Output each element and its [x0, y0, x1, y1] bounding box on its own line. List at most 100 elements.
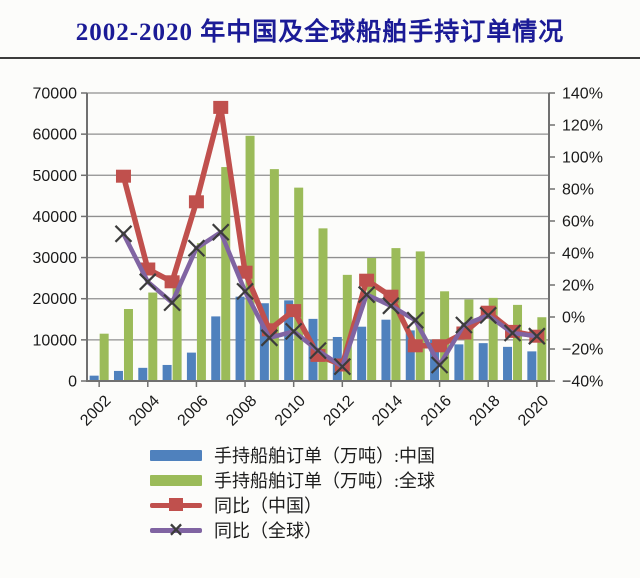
bar-china-2010	[284, 300, 294, 381]
bar-global-2020	[537, 317, 547, 381]
marker-yoy-china-2016	[432, 339, 448, 353]
bar-china-2015	[405, 330, 415, 381]
marker-yoy-global-2009	[260, 329, 279, 347]
right-axis-label: 20%	[562, 278, 594, 295]
right-axis-label: 60%	[562, 214, 594, 231]
bar-global-2010	[294, 187, 304, 381]
chart-legend: 手持船舶订单（万吨）:中国 手持船舶订单（万吨）:全球 同比（中国） × 同比（…	[150, 443, 435, 542]
bar-global-2011	[318, 228, 328, 381]
right-axis-label: −40%	[562, 374, 603, 391]
bar-china-2008	[235, 296, 245, 381]
bar-global-2013	[367, 257, 377, 381]
legend-swatch-china-bar	[150, 443, 202, 467]
left-axis-label: 50000	[33, 168, 78, 185]
bar-china-2004	[138, 367, 148, 381]
bar-swatch-icon	[150, 449, 202, 461]
left-axis-label: 40000	[33, 209, 78, 226]
right-axis-label: 40%	[562, 246, 594, 263]
marker-yoy-global-2010	[284, 322, 303, 341]
legend-label: 同比（全球）	[214, 521, 322, 541]
x-axis-label: 2010	[272, 392, 309, 429]
legend-label: 手持船舶订单（万吨）:中国	[214, 446, 435, 466]
bar-global-2006	[196, 243, 206, 381]
bar-swatch-icon	[150, 474, 202, 486]
bar-china-2018	[478, 343, 488, 381]
left-axis-label: 20000	[33, 291, 78, 308]
legend-swatch-china-line	[150, 493, 202, 517]
x-axis-label: 2008	[223, 392, 260, 429]
bar-china-2020	[527, 351, 537, 381]
marker-yoy-global-2014	[382, 297, 400, 315]
bar-global-2004	[148, 292, 158, 381]
marker-yoy-global-2003	[114, 225, 133, 243]
bar-global-2002	[99, 333, 109, 381]
right-axis-label: 140%	[562, 86, 603, 103]
title-divider	[0, 57, 640, 59]
bar-global-2008	[245, 135, 255, 381]
bar-global-2003	[123, 309, 133, 381]
marker-yoy-global-2018	[479, 306, 497, 325]
legend-item-china-bars: 手持船舶订单（万吨）:中国	[150, 443, 435, 467]
x-axis-label: 2018	[466, 392, 503, 429]
bar-china-2019	[503, 346, 513, 381]
marker-yoy-global-2013	[357, 285, 376, 304]
marker-yoy-china-2003	[115, 169, 131, 183]
legend-item-global-yoy: × 同比（全球）	[150, 518, 435, 542]
x-axis-label: 2020	[515, 392, 552, 429]
left-axis-label: 30000	[33, 250, 78, 267]
marker-yoy-china-2006	[188, 195, 204, 209]
x-axis-label: 2012	[320, 392, 357, 429]
legend-label: 手持船舶订单（万吨）:全球	[214, 471, 435, 491]
chart-title: 2002-2020 年中国及全球船舶手持订单情况	[75, 19, 565, 46]
bar-china-2013	[357, 326, 367, 381]
legend-label: 同比（中国）	[214, 496, 322, 516]
square-marker-icon	[169, 498, 183, 511]
bar-china-2002	[89, 375, 99, 381]
left-axis-label: 70000	[33, 86, 78, 103]
legend-swatch-global-line: ×	[150, 518, 202, 542]
left-axis-label: 60000	[33, 127, 78, 144]
line-yoy-china	[120, 104, 540, 368]
bar-global-2014	[391, 248, 401, 381]
bar-china-2014	[381, 319, 391, 381]
x-axis-label: 2014	[369, 392, 406, 429]
bar-china-2006	[186, 352, 196, 381]
marker-yoy-global-2005	[163, 293, 181, 312]
marker-yoy-global-2011	[309, 341, 327, 360]
bar-china-2005	[162, 364, 172, 381]
marker-yoy-china-2010	[286, 304, 302, 318]
marker-yoy-global-2019	[503, 324, 522, 342]
marker-yoy-global-2007	[211, 223, 230, 241]
bar-global-2009	[269, 169, 279, 381]
bar-china-2003	[113, 370, 123, 381]
bar-global-2019	[513, 304, 523, 381]
line-swatch-icon	[150, 527, 202, 533]
bar-global-2012	[342, 274, 352, 381]
right-axis-label: 80%	[562, 182, 594, 199]
bar-global-2016	[440, 291, 450, 381]
marker-yoy-global-2012	[333, 357, 352, 376]
x-axis-label: 2006	[175, 392, 212, 429]
marker-yoy-china-2007	[213, 100, 229, 114]
line-yoy-global	[121, 229, 540, 369]
marker-yoy-china-2008	[237, 265, 253, 279]
marker-yoy-global-2015	[406, 311, 425, 329]
right-axis-label: 100%	[562, 150, 603, 167]
bar-china-2007	[211, 316, 221, 381]
legend-item-global-bars: 手持船舶订单（万吨）:全球	[150, 468, 435, 492]
marker-yoy-china-2005	[164, 275, 180, 289]
marker-yoy-global-2017	[455, 316, 473, 334]
marker-yoy-china-2015	[407, 339, 423, 353]
right-axis-label: −20%	[562, 342, 603, 359]
chart-svg: 0 10000 20000 30000 40000 50000 60000 70000 −40%…	[33, 86, 604, 430]
left-axis-label: 10000	[33, 332, 78, 349]
x-marker-icon: ×	[167, 517, 185, 541]
marker-yoy-china-2014	[383, 289, 399, 303]
marker-yoy-global-2006	[187, 239, 206, 257]
x-axis-label: 2004	[126, 392, 163, 429]
chart-area: 0 10000 20000 30000 40000 50000 60000 70000 −40%…	[33, 86, 604, 430]
legend-item-china-yoy: 同比（中国）	[150, 493, 435, 517]
bar-global-2007	[221, 167, 231, 381]
x-axis-label: 2016	[418, 392, 455, 429]
marker-yoy-global-2020	[528, 327, 546, 345]
